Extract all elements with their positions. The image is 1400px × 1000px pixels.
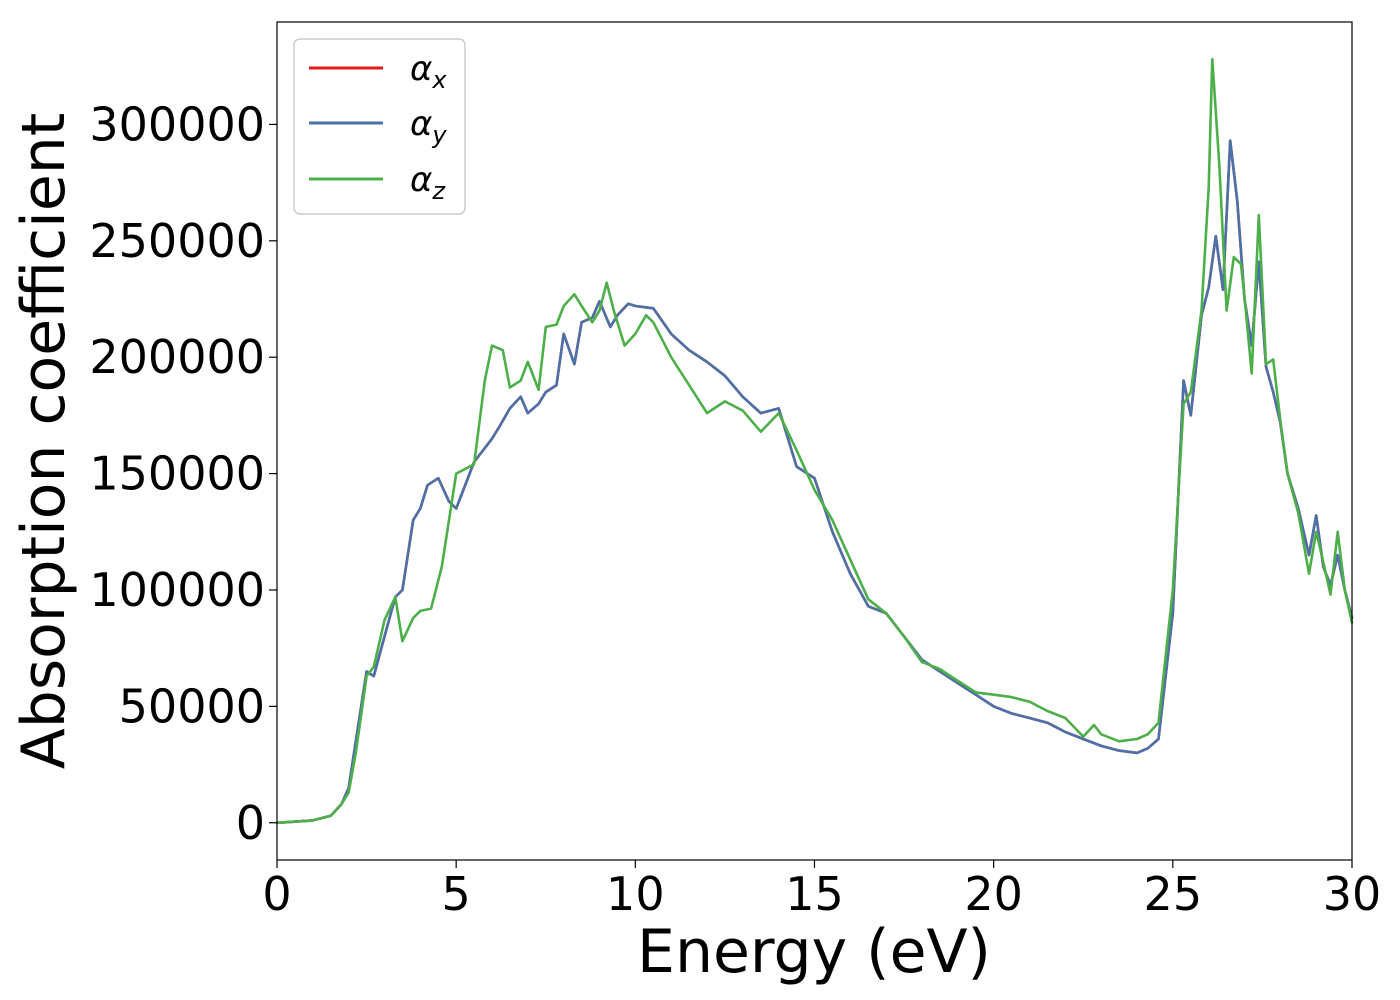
legend: αx αy αz bbox=[293, 38, 466, 215]
x-axis-ticks: 0 5 10 15 20 25 30 bbox=[262, 860, 1381, 921]
x-tick-label: 20 bbox=[964, 867, 1023, 921]
y-tick-label: 250000 bbox=[89, 214, 265, 268]
y-axis-ticks: 0 50000 100000 150000 200000 250000 300000 bbox=[89, 97, 277, 850]
y-axis-label: Absorption coefficient bbox=[9, 113, 79, 770]
y-tick-label: 100000 bbox=[89, 563, 265, 617]
x-tick-label: 25 bbox=[1144, 867, 1203, 921]
x-tick-label: 30 bbox=[1323, 867, 1382, 921]
y-tick-label: 150000 bbox=[89, 447, 265, 501]
legend-label-alpha-z: αz bbox=[410, 160, 446, 205]
y-tick-label: 200000 bbox=[89, 330, 265, 384]
x-tick-label: 0 bbox=[262, 867, 291, 921]
series-line-alpha-z bbox=[275, 57, 1354, 825]
x-tick-label: 5 bbox=[442, 867, 471, 921]
x-axis-label: Energy (eV) bbox=[637, 917, 991, 987]
y-tick-label: 50000 bbox=[119, 679, 265, 733]
legend-label-alpha-x: αx bbox=[410, 49, 447, 94]
legend-frame bbox=[293, 38, 466, 215]
series-line-alpha-y bbox=[275, 139, 1354, 825]
y-tick-label: 300000 bbox=[89, 97, 265, 151]
series-layer bbox=[275, 57, 1354, 825]
legend-label-alpha-y: αy bbox=[410, 104, 447, 149]
x-tick-label: 15 bbox=[785, 867, 844, 921]
y-tick-label: 0 bbox=[236, 796, 265, 850]
x-tick-label: 10 bbox=[606, 867, 665, 921]
